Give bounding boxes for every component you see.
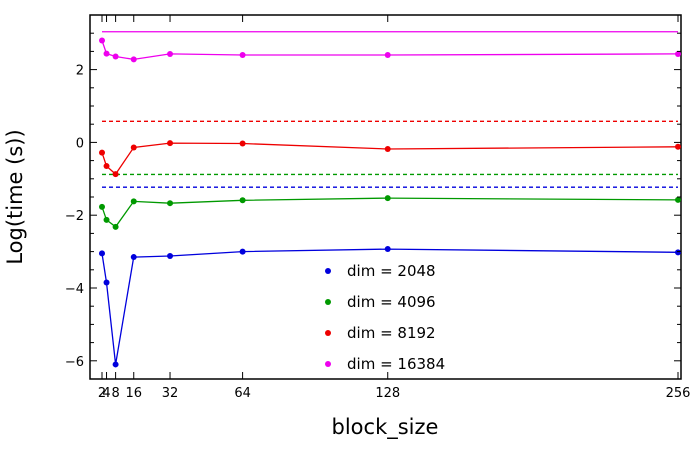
x-axis-ticks: 24 8 16 32 64 128 256 [98,15,691,401]
x-tick-label: 16 [125,386,142,401]
data-point [167,50,174,57]
series-line-2 [101,197,679,228]
data-point [112,361,119,368]
data-point [103,216,110,223]
data-point [384,195,391,202]
data-point [112,223,119,230]
data-point [103,50,110,57]
y-axis-ticks: −6 −4 −2 0 2 [65,32,681,370]
data-point [130,198,137,205]
y-tick-label: −4 [65,282,84,297]
data-point [130,144,137,151]
x-tick-label: 128 [375,386,400,401]
data-point [103,163,110,170]
x-tick-label: 64 [234,386,251,401]
data-point [167,140,174,147]
data-point [99,149,105,156]
y-tick-label: 2 [76,64,84,79]
y-tick-label: −6 [65,355,84,370]
legend-label: dim = 16384 [347,355,445,373]
data-point [99,250,105,257]
y-axis-label: Log(time (s)) [3,129,27,264]
legend-label: dim = 2048 [347,262,436,280]
x-axis-label: block_size [332,415,439,440]
x-tick-label: 256 [666,386,691,401]
data-point [675,143,681,150]
data-point [675,249,681,256]
data-point [239,52,246,59]
data-point [167,252,174,259]
data-point [384,246,391,253]
legend-label: dim = 4096 [347,293,436,311]
reference-lines [102,31,678,188]
series-line-1 [101,248,679,365]
x-tick-label: 32 [162,386,179,401]
data-point [112,171,119,178]
x-tick-label: 2 [98,386,106,401]
legend-marker [325,361,331,367]
data-point [167,200,174,207]
data-point [384,145,391,152]
legend-marker [325,299,331,305]
data-point [239,197,246,204]
data-point [675,196,681,203]
y-tick-label: −2 [65,209,84,224]
data-point [239,140,246,147]
legend-marker [325,268,331,274]
x-tick-label: 8 [111,386,119,401]
y-tick-label: 0 [76,136,84,151]
data-point [384,52,391,59]
data-point [112,53,119,60]
legend: dim = 2048 dim = 4096 dim = 8192 dim = 1638… [325,262,445,373]
x-tick-label: 4 [102,386,110,401]
data-point [99,37,105,44]
data-point [130,254,137,261]
data-point [675,50,681,57]
data-point [99,203,105,210]
data-point [239,248,246,255]
legend-marker [325,330,331,336]
data-point [103,279,110,286]
data-point [130,56,137,63]
series-points [99,37,681,368]
legend-label: dim = 8192 [347,324,436,342]
series-lines [101,40,679,365]
